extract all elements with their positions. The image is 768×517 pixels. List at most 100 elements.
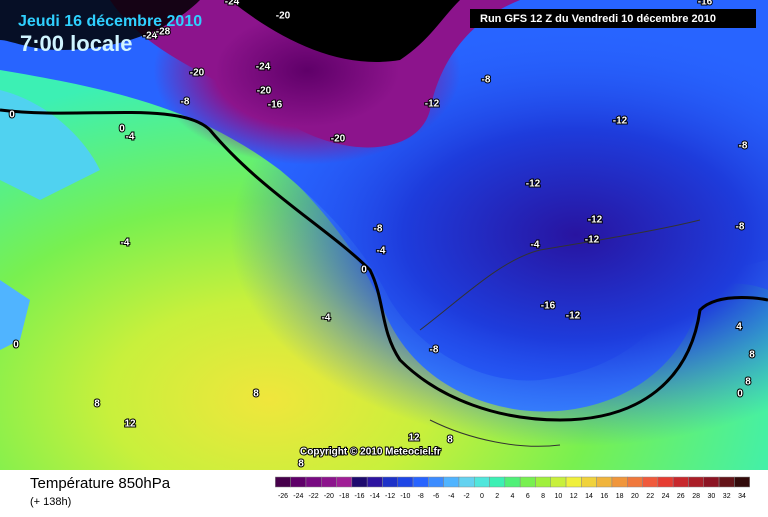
lead-time: (+ 138h) <box>30 496 71 508</box>
scale-label: 22 <box>646 493 654 500</box>
contour-label: -24 <box>225 0 240 8</box>
scale-label: 8 <box>541 493 545 500</box>
scale-swatch <box>550 476 567 488</box>
scale-label: -2 <box>463 493 469 500</box>
scale-swatch <box>443 476 460 488</box>
scale-label: 20 <box>631 493 639 500</box>
contour-label: 8 <box>434 447 440 458</box>
contour-label: -8 <box>736 222 745 233</box>
scale-swatch <box>627 476 643 488</box>
contour-label: -24 <box>143 31 158 42</box>
contour-label: 0 <box>361 265 367 276</box>
scale-swatch <box>321 476 337 488</box>
contour-label: -8 <box>739 141 748 152</box>
contour-label: 0 <box>737 389 743 400</box>
scale-label: 0 <box>480 493 484 500</box>
scale-swatch <box>504 476 521 488</box>
contour-label: -4 <box>377 246 386 257</box>
scale-label: -6 <box>433 493 439 500</box>
contour-label: 8 <box>298 459 304 470</box>
contour-label: -12 <box>585 235 600 246</box>
contour-label: -8 <box>374 224 383 235</box>
scale-label: -24 <box>293 493 303 500</box>
scale-swatch <box>397 476 414 488</box>
scale-label: 4 <box>511 493 515 500</box>
scale-label: 34 <box>738 493 746 500</box>
scale-swatch <box>366 476 383 488</box>
contour-label: 12 <box>408 433 420 444</box>
contour-label: -8 <box>181 97 190 108</box>
scale-swatch <box>718 476 735 488</box>
scale-label: 32 <box>723 493 731 500</box>
contour-label: 8 <box>749 350 755 361</box>
scale-swatch <box>275 476 291 488</box>
scale-swatch <box>351 476 368 488</box>
scale-swatch <box>535 476 552 488</box>
contour-label: -28 <box>156 27 171 38</box>
contour-label: 8 <box>745 377 751 388</box>
scale-label: 24 <box>662 493 670 500</box>
scale-swatch <box>657 476 674 488</box>
scale-swatch <box>611 476 628 488</box>
scale-label: 28 <box>692 493 700 500</box>
scale-label: -14 <box>370 493 380 500</box>
scale-label: -16 <box>354 493 364 500</box>
contour-label: -12 <box>588 215 603 226</box>
contour-label: -8 <box>482 75 491 86</box>
scale-swatch <box>412 476 429 488</box>
scale-swatch <box>703 476 720 488</box>
contour-label: -20 <box>276 11 291 22</box>
scale-label: -22 <box>309 493 319 500</box>
scale-label: 16 <box>600 493 608 500</box>
run-box <box>470 9 756 28</box>
scale-swatch <box>290 476 307 488</box>
scale-label: -8 <box>418 493 424 500</box>
scale-label: 14 <box>585 493 593 500</box>
footer-title: Température 850hPa <box>30 475 171 492</box>
date: Jeudi 16 décembre 2010 <box>18 13 202 30</box>
scale-label: 26 <box>677 493 685 500</box>
contour-label: -16 <box>268 100 283 111</box>
scale-swatch <box>428 476 444 488</box>
contour-label: -12 <box>566 311 581 322</box>
contour-label: 0 <box>9 110 15 121</box>
contour-label: -12 <box>613 116 628 127</box>
contour-label: 8 <box>253 389 259 400</box>
scale-label: -18 <box>339 493 349 500</box>
scale-swatch <box>519 476 536 488</box>
scale-swatch <box>734 476 750 488</box>
contour-label: -4 <box>121 238 130 249</box>
scale-label: 6 <box>526 493 530 500</box>
contour-label: -4 <box>126 132 135 143</box>
scale-label: 12 <box>570 493 578 500</box>
map <box>0 0 768 470</box>
scale-label: -20 <box>324 493 334 500</box>
scale-label: -4 <box>448 493 454 500</box>
contour-label: 12 <box>124 419 136 430</box>
scale-label: 10 <box>555 493 563 500</box>
contour-label: 4 <box>736 322 742 333</box>
contour-label: -4 <box>322 313 331 324</box>
scale-swatch <box>336 476 353 488</box>
contour-label: -12 <box>526 179 541 190</box>
run: Run GFS 12 Z du Vendredi 10 décembre 201… <box>480 13 716 25</box>
scale-swatch <box>458 476 475 488</box>
contour-label: 8 <box>94 399 100 410</box>
contour-label: -16 <box>698 0 713 8</box>
scale-label: -26 <box>278 493 288 500</box>
contour-label: -16 <box>541 301 556 312</box>
scale-swatch <box>596 476 613 488</box>
contour-label: 0 <box>119 124 125 135</box>
copyright: Copyright © 2010 Meteociel.fr <box>300 447 441 458</box>
contour-label: -20 <box>190 68 205 79</box>
scale-swatch <box>672 476 689 488</box>
scale-swatch <box>305 476 322 488</box>
scale-swatch <box>581 476 597 488</box>
scale-label: -12 <box>385 493 395 500</box>
scale-swatch <box>474 476 490 488</box>
contour-label: 8 <box>447 435 453 446</box>
scale-label: 30 <box>708 493 716 500</box>
scale-swatch <box>688 476 705 488</box>
contour-label: -20 <box>257 86 272 97</box>
